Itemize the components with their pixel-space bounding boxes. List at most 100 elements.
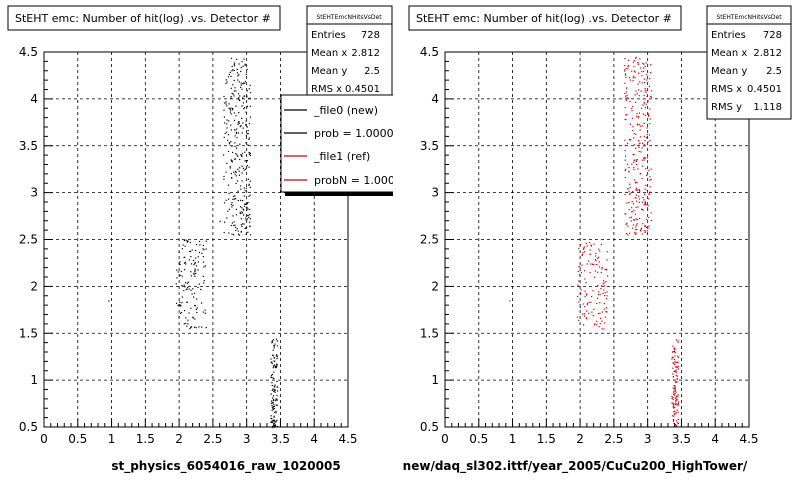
scatter-point (271, 363, 273, 365)
scatter-point (638, 123, 640, 126)
scatter-point (233, 62, 235, 64)
scatter-point (223, 175, 225, 178)
scatter-point (239, 167, 241, 169)
scatter-point (233, 119, 236, 121)
scatter-point (227, 184, 230, 186)
scatter-point (673, 370, 675, 372)
scatter-point (638, 198, 640, 200)
scatter-point (635, 90, 637, 92)
scatter-point (243, 187, 245, 189)
scatter-point (231, 65, 233, 67)
scatter-point (108, 300, 110, 302)
scatter-point (641, 165, 643, 167)
scatter-point (600, 317, 602, 319)
scatter-point (226, 119, 228, 121)
scatter-point (590, 263, 592, 265)
scatter-point (194, 269, 196, 271)
scatter-point (674, 349, 676, 351)
scatter-point (676, 409, 678, 411)
scatter-point (249, 186, 251, 188)
scatter-point (276, 363, 278, 365)
scatter-point (589, 253, 591, 255)
scatter-point (633, 168, 635, 171)
scatter-point (634, 213, 636, 215)
scatter-point (599, 312, 601, 314)
scatter-point (633, 167, 635, 169)
right-title-box (408, 5, 682, 31)
scatter-point (638, 146, 640, 148)
scatter-point (644, 188, 646, 190)
scatter-point (276, 364, 278, 366)
scatter-point (239, 99, 241, 102)
scatter-point (649, 123, 651, 125)
x-tick-label: 4 (711, 432, 719, 446)
scatter-point (671, 402, 673, 404)
scatter-point (241, 60, 243, 63)
scatter-point (675, 369, 678, 371)
x-tick-label: 3 (644, 432, 652, 446)
scatter-point (228, 142, 231, 144)
scatter-point (205, 240, 207, 242)
scatter-point (632, 61, 634, 63)
scatter-point (274, 411, 276, 413)
scatter-point (190, 263, 193, 265)
scatter-point (195, 265, 198, 267)
scatter-point (240, 86, 242, 88)
scatter-point (238, 170, 240, 172)
scatter-point (235, 115, 237, 117)
scatter-point (625, 155, 627, 157)
scatter-point (605, 298, 607, 300)
scatter-point (244, 160, 246, 162)
scatter-point (227, 210, 229, 212)
x-tick-label: 1.5 (537, 432, 556, 446)
scatter-point (604, 268, 606, 270)
scatter-point (650, 191, 652, 193)
scatter-point (195, 272, 197, 275)
scatter-point (629, 183, 631, 185)
scatter-point (246, 133, 248, 135)
scatter-point (674, 363, 676, 366)
scatter-point (629, 123, 631, 125)
scatter-point (204, 309, 206, 311)
scatter-point (644, 231, 646, 233)
scatter-point (649, 193, 651, 195)
left-grid (44, 52, 348, 427)
scatter-point (626, 96, 628, 99)
scatter-point (674, 386, 676, 388)
scatter-point (249, 152, 251, 154)
scatter-point (675, 412, 677, 414)
scatter-point (276, 340, 278, 342)
scatter-point (225, 171, 227, 173)
scatter-point (646, 74, 648, 76)
scatter-point (673, 422, 675, 425)
scatter-point (202, 248, 204, 250)
scatter-point (186, 301, 188, 304)
x-tick-label: 0.5 (68, 432, 87, 446)
y-tick-label: 0.5 (19, 420, 38, 434)
scatter-point (637, 83, 639, 85)
scatter-point (179, 301, 181, 303)
scatter-point (650, 96, 653, 98)
scatter-point (642, 157, 645, 159)
scatter-point (597, 293, 599, 296)
scatter-point (643, 159, 645, 161)
scatter-point (243, 205, 246, 207)
scatter-point (248, 138, 250, 140)
scatter-point (270, 393, 272, 395)
scatter-point (247, 144, 249, 146)
scatter-point (649, 179, 651, 181)
scatter-point (232, 107, 234, 110)
y-tick-label: 3 (30, 186, 38, 200)
scatter-point (250, 234, 252, 236)
scatter-point (179, 312, 182, 315)
scatter-point (581, 254, 583, 256)
scatter-point (275, 412, 277, 414)
scatter-point (183, 284, 185, 286)
scatter-point (644, 114, 646, 116)
scatter-point (601, 268, 603, 270)
scatter-point (242, 208, 244, 210)
scatter-point (579, 266, 581, 268)
scatter-point (236, 131, 238, 133)
scatter-point (604, 295, 606, 297)
scatter-point (625, 74, 627, 76)
